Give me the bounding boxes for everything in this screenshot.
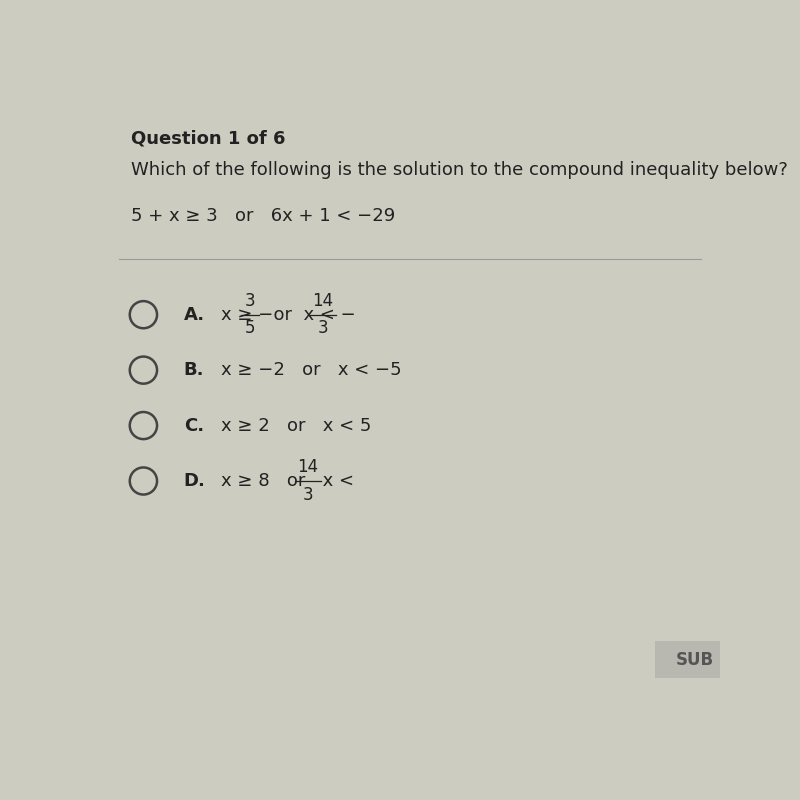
Text: 5 + x ≥ 3   or   6x + 1 < −29: 5 + x ≥ 3 or 6x + 1 < −29	[131, 207, 395, 225]
Text: A.: A.	[184, 306, 205, 324]
Text: or  x < −: or x < −	[262, 306, 356, 324]
Text: Question 1 of 6: Question 1 of 6	[131, 130, 286, 148]
FancyBboxPatch shape	[655, 641, 720, 678]
Text: Which of the following is the solution to the compound inequality below?: Which of the following is the solution t…	[131, 161, 788, 178]
Text: x ≥ 8   or   x <: x ≥ 8 or x <	[221, 472, 360, 490]
Text: x ≥ −: x ≥ −	[221, 306, 274, 324]
Text: 3: 3	[302, 486, 314, 503]
Text: 14: 14	[298, 458, 318, 477]
Text: x ≥ −2   or   x < −5: x ≥ −2 or x < −5	[221, 361, 402, 379]
Text: x ≥ 2   or   x < 5: x ≥ 2 or x < 5	[221, 417, 371, 434]
Text: 14: 14	[312, 292, 334, 310]
Text: 3: 3	[318, 319, 328, 338]
Text: 3: 3	[245, 292, 256, 310]
Text: D.: D.	[184, 472, 206, 490]
Text: 5: 5	[245, 319, 256, 338]
Text: SUB: SUB	[676, 650, 714, 669]
Text: C.: C.	[184, 417, 204, 434]
Text: B.: B.	[184, 361, 204, 379]
